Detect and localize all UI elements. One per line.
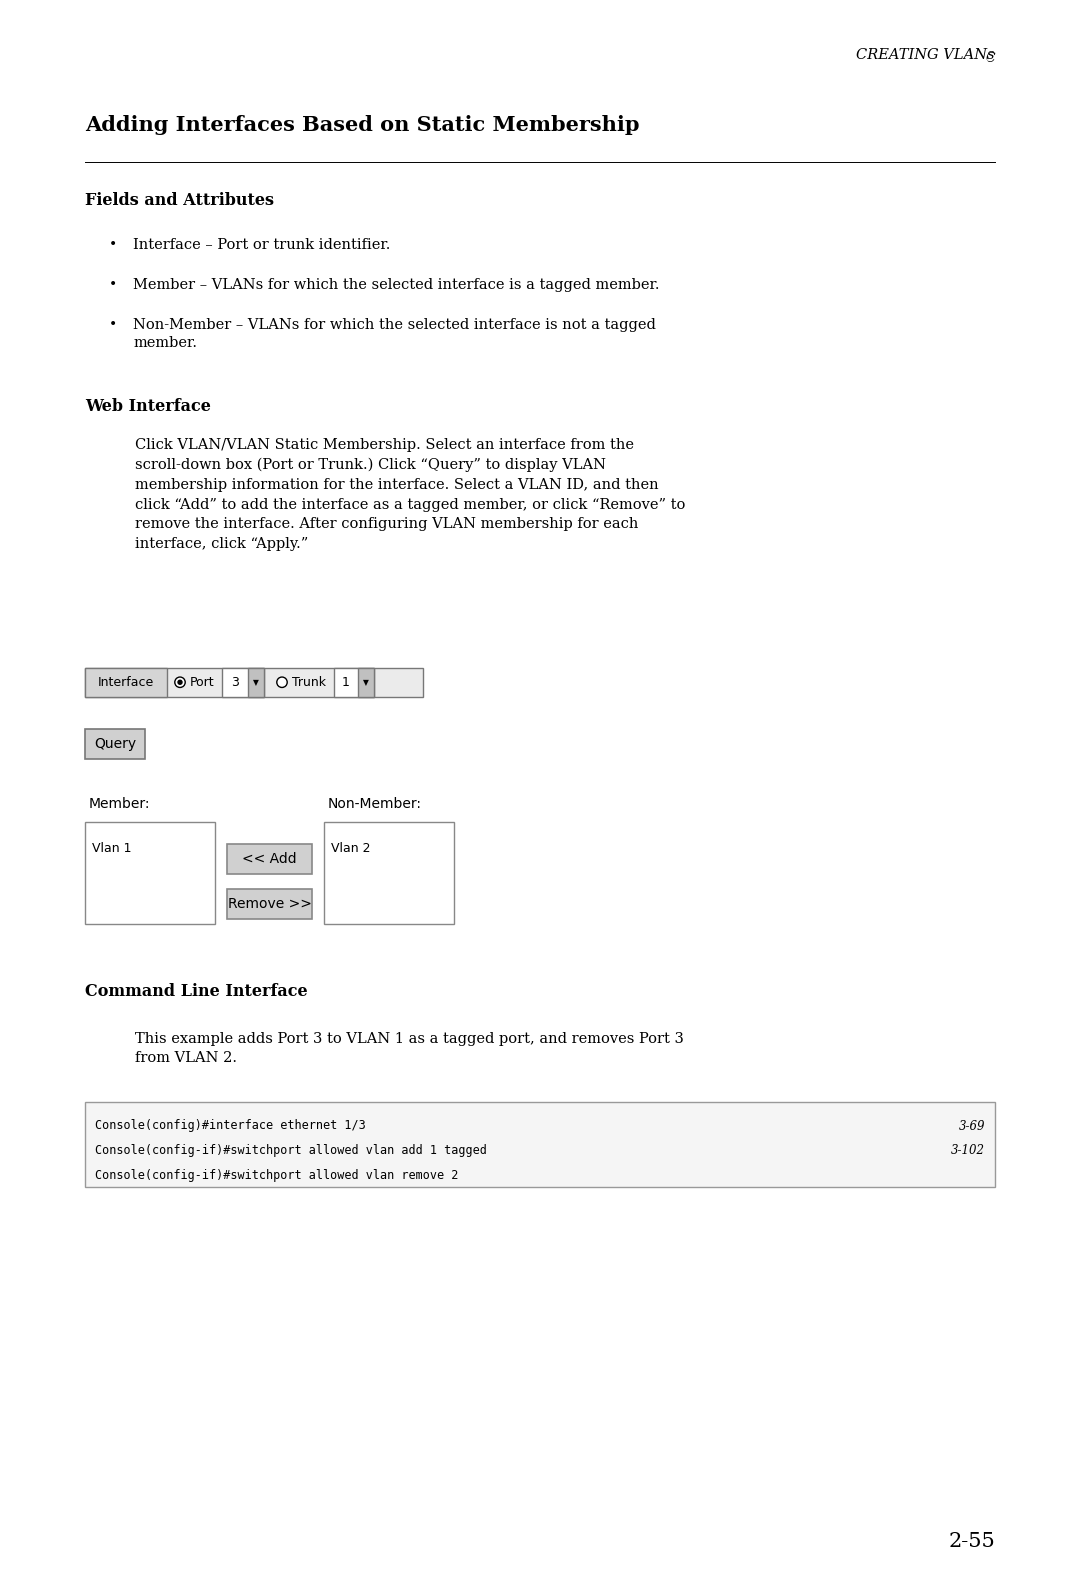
FancyBboxPatch shape bbox=[227, 843, 312, 873]
Text: CREATING VLANs: CREATING VLANs bbox=[856, 49, 995, 61]
Text: 3-102: 3-102 bbox=[951, 1145, 985, 1157]
Text: Member – VLANs for which the selected interface is a tagged member.: Member – VLANs for which the selected in… bbox=[133, 278, 660, 292]
FancyBboxPatch shape bbox=[324, 821, 454, 923]
Text: ▼: ▼ bbox=[363, 678, 369, 686]
FancyBboxPatch shape bbox=[334, 667, 374, 697]
Text: << Add: << Add bbox=[242, 851, 297, 865]
Text: Console(config)#interface ethernet 1/3: Console(config)#interface ethernet 1/3 bbox=[95, 1119, 366, 1132]
FancyBboxPatch shape bbox=[85, 667, 167, 697]
Text: Non-Member – VLANs for which the selected interface is not a tagged
member.: Non-Member – VLANs for which the selecte… bbox=[133, 319, 656, 350]
FancyBboxPatch shape bbox=[85, 667, 423, 697]
Circle shape bbox=[175, 677, 185, 688]
Circle shape bbox=[178, 680, 183, 685]
Text: Trunk: Trunk bbox=[292, 675, 325, 689]
FancyBboxPatch shape bbox=[222, 667, 264, 697]
Text: •: • bbox=[109, 278, 117, 292]
Text: 3-69: 3-69 bbox=[959, 1119, 985, 1132]
Text: Fields and Attributes: Fields and Attributes bbox=[85, 192, 274, 209]
Circle shape bbox=[279, 678, 286, 686]
Text: Port: Port bbox=[189, 675, 214, 689]
Circle shape bbox=[276, 677, 287, 688]
Text: Member:: Member: bbox=[89, 796, 150, 810]
Text: C: C bbox=[985, 52, 995, 64]
Text: Vlan 2: Vlan 2 bbox=[330, 842, 370, 854]
Circle shape bbox=[176, 678, 184, 686]
Text: Interface: Interface bbox=[98, 675, 154, 689]
Text: 3: 3 bbox=[231, 675, 239, 689]
Text: REATING VLANs: REATING VLANs bbox=[862, 50, 995, 64]
FancyBboxPatch shape bbox=[85, 821, 215, 923]
Text: Vlan 1: Vlan 1 bbox=[92, 842, 132, 854]
FancyBboxPatch shape bbox=[85, 1102, 995, 1187]
Text: Adding Interfaces Based on Static Membership: Adding Interfaces Based on Static Member… bbox=[85, 115, 639, 135]
Text: Web Interface: Web Interface bbox=[85, 399, 211, 414]
Text: Console(config-if)#switchport allowed vlan add 1 tagged: Console(config-if)#switchport allowed vl… bbox=[95, 1145, 487, 1157]
Text: This example adds Port 3 to VLAN 1 as a tagged port, and removes Port 3
from VLA: This example adds Port 3 to VLAN 1 as a … bbox=[135, 1031, 684, 1064]
Text: 1: 1 bbox=[342, 675, 350, 689]
Text: Interface – Port or trunk identifier.: Interface – Port or trunk identifier. bbox=[133, 239, 390, 253]
Text: Console(config-if)#switchport allowed vlan remove 2: Console(config-if)#switchport allowed vl… bbox=[95, 1168, 458, 1182]
FancyBboxPatch shape bbox=[85, 728, 145, 758]
Text: •: • bbox=[109, 319, 117, 331]
Text: Click VLAN/VLAN Static Membership. Select an interface from the
scroll-down box : Click VLAN/VLAN Static Membership. Selec… bbox=[135, 438, 686, 551]
Text: •: • bbox=[109, 239, 117, 253]
FancyBboxPatch shape bbox=[248, 667, 264, 697]
FancyBboxPatch shape bbox=[357, 667, 374, 697]
Text: Remove >>: Remove >> bbox=[228, 896, 311, 911]
Text: ▼: ▼ bbox=[253, 678, 259, 686]
Text: Query: Query bbox=[94, 736, 136, 750]
Text: 2-55: 2-55 bbox=[948, 1532, 995, 1551]
Text: Non-Member:: Non-Member: bbox=[328, 796, 422, 810]
FancyBboxPatch shape bbox=[227, 889, 312, 918]
Text: Command Line Interface: Command Line Interface bbox=[85, 983, 308, 1000]
